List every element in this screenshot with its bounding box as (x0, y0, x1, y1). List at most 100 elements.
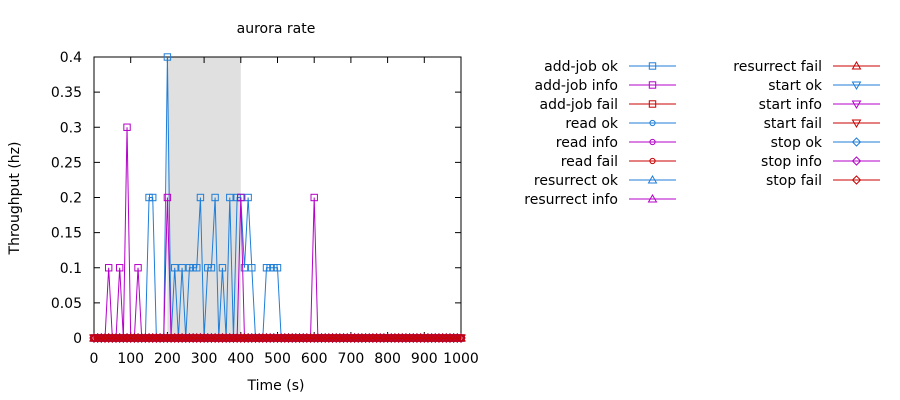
x-tick-label: 900 (411, 351, 438, 367)
legend-label: read ok (565, 116, 619, 132)
data-point (122, 333, 132, 343)
data-point (305, 333, 316, 343)
legend-marker (648, 62, 657, 70)
data-point (327, 333, 338, 343)
data-point (196, 193, 205, 202)
data-point (360, 333, 371, 343)
data-point (125, 333, 136, 343)
legend-item: stop fail (766, 173, 880, 189)
x-axis-label: Time (s) (247, 378, 305, 394)
data-point (415, 333, 426, 343)
legend-item: start fail (764, 116, 880, 132)
data-point (177, 333, 187, 343)
plot-area: 0 0.05 0.1 0.15 0.2 0.25 0.3 0.35 0.4 0 100 200 300 4… (51, 50, 479, 367)
x-tick-label: 300 (191, 351, 218, 367)
data-point (357, 333, 367, 343)
legend-item: stop ok (771, 135, 880, 151)
data-point (423, 333, 433, 343)
data-point (309, 333, 319, 343)
x-tick-label: 800 (374, 351, 401, 367)
legend-label: add-job ok (544, 59, 619, 75)
data-point (163, 53, 172, 61)
data-point (434, 333, 444, 343)
data-point (247, 333, 257, 343)
data-point (232, 333, 242, 343)
data-point (353, 333, 363, 343)
legend-item: resurrect info (524, 192, 676, 208)
x-tick-label: 100 (117, 351, 144, 367)
legend-marker (648, 81, 657, 89)
data-point (181, 333, 191, 343)
data-point (379, 333, 389, 343)
x-tick-label: 200 (154, 351, 181, 367)
data-point (412, 333, 422, 343)
legend-item: read info (556, 135, 676, 151)
legend-marker (851, 156, 862, 166)
data-point (134, 264, 142, 272)
legend-item: resurrect fail (733, 59, 880, 75)
legend-label: add-job fail (540, 97, 618, 113)
legend-label: add-job info (535, 78, 618, 94)
data-point (206, 333, 217, 343)
legend-item: read fail (561, 154, 676, 170)
data-point (100, 333, 110, 343)
data-point (148, 333, 158, 343)
data-point (244, 193, 252, 202)
data-point (214, 333, 224, 343)
data-point (364, 333, 374, 343)
legend-marker (851, 100, 862, 110)
data-point (375, 333, 385, 343)
data-point (118, 333, 129, 343)
series-line (94, 127, 461, 339)
data-point (310, 193, 318, 202)
y-tick-label: 0.1 (60, 261, 82, 277)
data-point (273, 264, 282, 272)
data-point (456, 333, 466, 343)
data-point (437, 333, 448, 343)
y-tick-label: 0.35 (51, 85, 82, 101)
data-point (133, 333, 143, 343)
data-point (107, 333, 118, 343)
legend-label: start ok (768, 78, 823, 94)
data-point (393, 333, 404, 343)
data-point (269, 333, 279, 343)
data-point (382, 333, 393, 343)
data-point (123, 123, 131, 131)
data-point (291, 333, 301, 343)
data-point (103, 333, 114, 343)
legend-label: stop fail (766, 173, 822, 189)
data-point (184, 333, 195, 343)
legend-marker (649, 119, 656, 127)
data-point (217, 333, 228, 343)
legend-marker (647, 174, 658, 184)
data-point (250, 333, 261, 343)
legend-marker (649, 157, 656, 165)
legend-marker (649, 138, 656, 146)
data-point (104, 264, 113, 272)
data-point (237, 193, 245, 202)
data-point (316, 333, 327, 343)
legend-item: add-job ok (544, 59, 676, 75)
data-point (342, 333, 352, 343)
legend-item: stop info (761, 154, 880, 170)
data-point (401, 333, 411, 343)
data-point (144, 333, 154, 343)
legend-item: start info (759, 97, 880, 113)
data-point (386, 333, 396, 343)
data-point (419, 333, 430, 343)
data-point (228, 333, 239, 343)
y-tick-label: 0 (73, 331, 82, 347)
chart-title: aurora rate (237, 21, 316, 37)
data-point (430, 333, 441, 343)
legend-marker (648, 100, 657, 108)
legend-item: add-job info (535, 78, 676, 94)
data-point (173, 333, 184, 343)
data-point (210, 333, 220, 343)
data-point (155, 333, 165, 343)
data-point (140, 333, 151, 343)
data-point (254, 333, 264, 343)
data-point (294, 333, 305, 343)
y-tick-label: 0.3 (60, 120, 82, 136)
data-point (390, 333, 400, 343)
